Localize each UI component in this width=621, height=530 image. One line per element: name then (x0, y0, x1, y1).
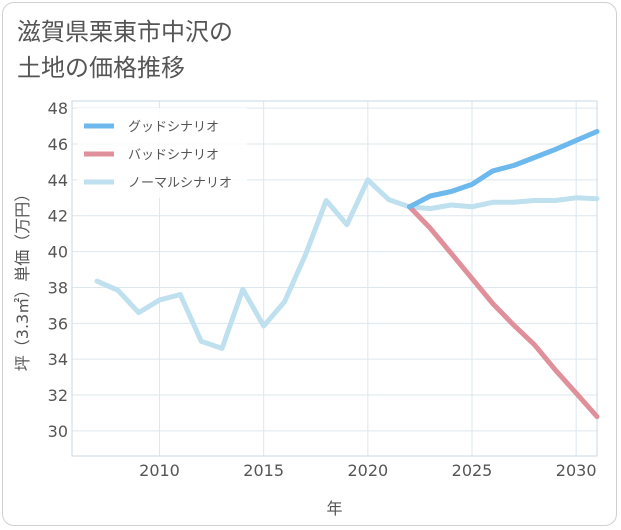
y-axis-label: 坪（3.3㎡）単価（万円） (13, 186, 32, 371)
y-tick-label: 44 (48, 171, 68, 190)
tick-labels: 30 32 34 36 38 40 42 44 46 48 2010 2015 2020 2025 2030 (48, 99, 597, 480)
x-tick-label: 2010 (139, 461, 180, 480)
y-tick-label: 42 (48, 207, 68, 226)
bad-scenario-line (407, 204, 600, 420)
x-tick-label: 2020 (347, 461, 388, 480)
chart-card (2, 2, 617, 526)
legend-bad-scenario-label: バッドシナリオ (128, 148, 219, 163)
y-tick-label: 38 (48, 278, 68, 297)
x-axis-label: 年 (326, 499, 342, 518)
y-tick-label: 34 (48, 350, 68, 369)
x-tick-label: 2030 (556, 461, 597, 480)
legend-good-scenario-label: グッドシナリオ (128, 120, 219, 135)
y-tick-label: 40 (48, 243, 68, 262)
y-tick-label: 36 (48, 314, 68, 333)
legend-normal-scenario-label: ノーマルシナリオ (128, 176, 232, 191)
normal-scenario-line (94, 177, 600, 351)
plot-frame (71, 100, 598, 457)
chart-title: 滋賀県栗東市中沢の 土地の価格推移 (17, 18, 233, 82)
x-tick-label: 2015 (243, 461, 284, 480)
x-tick-label: 2025 (452, 461, 493, 480)
y-tick-label: 48 (48, 99, 68, 118)
series-layer (94, 129, 600, 420)
y-tick-label: 32 (48, 386, 68, 405)
good-scenario-line (407, 129, 600, 210)
y-tick-label: 30 (48, 422, 68, 441)
y-tick-label: 46 (48, 135, 68, 154)
